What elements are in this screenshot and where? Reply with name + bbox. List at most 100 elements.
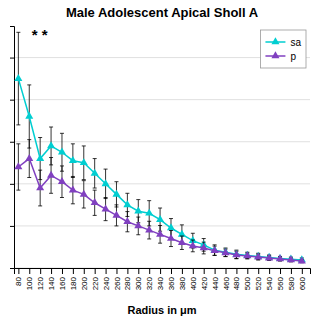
x-tick-label: 80 (14, 276, 23, 285)
x-tick: 600 (298, 268, 307, 290)
x-tick: 240 (102, 268, 111, 290)
point (276, 254, 284, 261)
y-tick (10, 226, 14, 227)
x-tick-mark (18, 268, 19, 274)
x-tick-label: 480 (232, 276, 241, 290)
x-tick: 420 (200, 268, 209, 290)
point (167, 234, 175, 241)
x-tick: 380 (178, 268, 187, 290)
x-axis-line (15, 269, 311, 275)
x-axis: 8010012014016018020022024026028030032034… (14, 268, 310, 290)
x-tick-mark (291, 268, 292, 274)
grid-line (14, 99, 310, 100)
x-tick: 100 (25, 268, 34, 290)
x-tick-mark (84, 268, 85, 274)
series-line (18, 159, 301, 261)
x-tick-mark (182, 268, 183, 274)
x-tick: 520 (254, 268, 263, 290)
y-tick-mark (10, 100, 14, 101)
point (80, 158, 88, 165)
point (167, 223, 175, 230)
point (123, 217, 131, 224)
x-tick-mark (73, 268, 74, 274)
x-tick: 560 (276, 268, 285, 290)
point (189, 241, 197, 248)
x-tick-mark (247, 268, 248, 274)
x-tick-label: 400 (189, 276, 198, 290)
legend: sa p (260, 30, 306, 68)
y-tick-mark (10, 58, 14, 59)
x-tick-label: 100 (25, 276, 34, 290)
y-tick-mark (10, 184, 14, 185)
x-tick: 140 (47, 268, 56, 290)
x-tick: 180 (69, 268, 78, 290)
point (36, 154, 44, 161)
x-tick-mark (149, 268, 150, 274)
annotation: * * (32, 26, 48, 43)
y-tick-mark (10, 268, 14, 269)
point (221, 248, 229, 255)
point (25, 112, 33, 119)
x-tick-label: 600 (298, 276, 307, 290)
x-tick: 460 (222, 268, 231, 290)
point (156, 230, 164, 237)
x-tick-mark (236, 268, 237, 274)
x-tick-label: 440 (211, 276, 220, 290)
point (123, 200, 131, 207)
grid-line (14, 141, 310, 142)
point (58, 177, 66, 184)
x-tick-mark (302, 268, 303, 274)
y-tick (10, 100, 14, 101)
point (276, 254, 284, 261)
x-tick: 340 (156, 268, 165, 290)
series (14, 140, 306, 264)
x-tick-label: 240 (102, 276, 111, 290)
x-tick: 80 (14, 268, 23, 286)
y-tick (10, 142, 14, 143)
y-tick-mark (10, 142, 14, 143)
point (178, 238, 186, 245)
x-tick-label: 560 (276, 276, 285, 290)
point (156, 215, 164, 222)
legend-item: sa (265, 37, 301, 48)
x-tick-mark (29, 268, 30, 274)
x-tick-mark (280, 268, 281, 274)
point (134, 207, 142, 214)
x-tick: 580 (287, 268, 296, 290)
point (232, 250, 240, 257)
point (243, 251, 251, 258)
legend-marker (271, 51, 279, 58)
x-tick-label: 220 (91, 276, 100, 290)
legend-label: sa (290, 37, 301, 48)
x-tick-label: 320 (145, 276, 154, 290)
x-tick-label: 380 (178, 276, 187, 290)
x-tick-label: 140 (47, 276, 56, 290)
x-tick-mark (116, 268, 117, 274)
point (134, 221, 142, 228)
x-tick-label: 260 (113, 276, 122, 290)
x-tick: 120 (36, 268, 45, 290)
chart: 8010012014016018020022024026028030032034… (0, 0, 320, 320)
point (178, 230, 186, 237)
point (14, 74, 22, 81)
x-tick: 400 (189, 268, 198, 290)
x-tick-label: 500 (243, 276, 252, 290)
point (211, 246, 219, 253)
point (69, 156, 77, 163)
x-tick-label: 460 (222, 276, 231, 290)
x-tick-label: 540 (265, 276, 274, 290)
point (69, 185, 77, 192)
x-tick-mark (215, 268, 216, 274)
x-tick: 480 (232, 268, 241, 290)
x-tick-mark (127, 268, 128, 274)
grid (14, 58, 310, 268)
x-tick-mark (40, 268, 41, 274)
y-tick (10, 268, 14, 269)
point (221, 248, 229, 255)
point (25, 154, 33, 161)
x-tick: 300 (134, 268, 143, 290)
legend-item: p (265, 51, 296, 62)
x-tick-mark (204, 268, 205, 274)
point (265, 253, 273, 260)
point (145, 225, 153, 232)
